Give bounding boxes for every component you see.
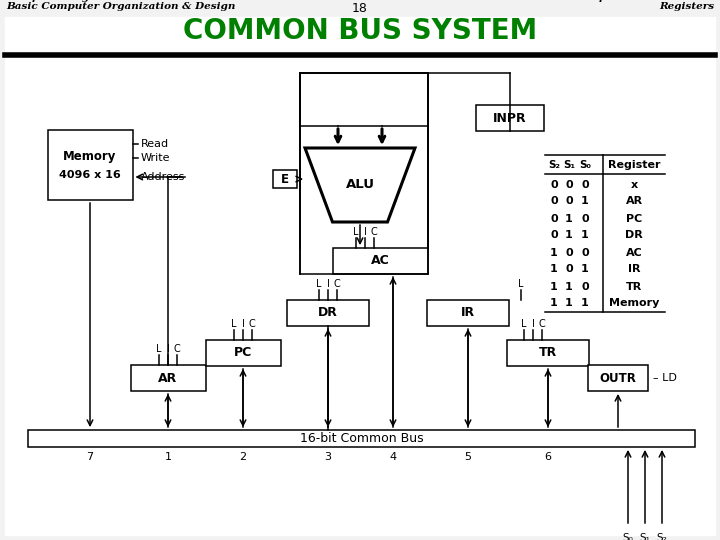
Text: 0: 0	[565, 265, 573, 274]
Text: OUTR: OUTR	[600, 372, 636, 384]
Text: 1: 1	[550, 265, 558, 274]
Text: C: C	[248, 319, 256, 329]
Text: I: I	[242, 319, 244, 329]
Text: 3: 3	[325, 452, 331, 462]
Text: AR: AR	[158, 372, 178, 384]
Text: C: C	[539, 319, 545, 329]
Text: 1: 1	[164, 452, 171, 462]
Text: S₁: S₁	[639, 533, 650, 540]
Text: S₀: S₀	[579, 159, 591, 170]
Bar	[507, 340, 589, 366]
Text: Write: Write	[140, 153, 170, 163]
Text: Address: Address	[140, 172, 185, 182]
Text: Memory: Memory	[609, 299, 660, 308]
Text: x: x	[631, 179, 638, 190]
Text: L: L	[521, 319, 527, 329]
Text: TR: TR	[626, 281, 642, 292]
Text: I: I	[327, 279, 330, 289]
Text: AR: AR	[626, 197, 642, 206]
Text: 1: 1	[581, 299, 589, 308]
Text: S₁: S₁	[563, 159, 575, 170]
Bar	[273, 170, 297, 188]
Text: AC: AC	[371, 254, 390, 267]
Text: I: I	[364, 227, 366, 237]
Text: 0: 0	[581, 179, 589, 190]
Text: 5: 5	[464, 452, 472, 462]
Text: 1: 1	[565, 299, 573, 308]
Text: DR: DR	[318, 307, 338, 320]
Text: C: C	[371, 227, 377, 237]
Text: S₂: S₂	[657, 533, 667, 540]
Text: IR: IR	[628, 265, 640, 274]
Text: Read: Read	[140, 139, 168, 149]
Bar	[205, 340, 281, 366]
Text: Computer Architectures: Computer Architectures	[573, 0, 714, 2]
Text: 1: 1	[565, 231, 573, 240]
Bar	[287, 300, 369, 326]
Text: 0: 0	[581, 213, 589, 224]
Text: Registers: Registers	[659, 2, 714, 11]
Text: 0: 0	[565, 247, 573, 258]
Bar	[28, 430, 695, 447]
Text: DR: DR	[625, 231, 643, 240]
Text: IR: IR	[461, 307, 475, 320]
Text: 18: 18	[352, 2, 368, 15]
Text: S₂: S₂	[548, 159, 560, 170]
Bar	[476, 105, 544, 131]
Text: 0: 0	[581, 247, 589, 258]
Bar	[5, 17, 715, 52]
Text: 1: 1	[581, 231, 589, 240]
Text: 6: 6	[544, 452, 552, 462]
Text: Computer Organization: Computer Organization	[6, 0, 143, 2]
Bar	[130, 365, 205, 391]
Text: 2: 2	[240, 452, 246, 462]
Bar	[5, 55, 715, 535]
Text: 0: 0	[550, 213, 558, 224]
Text: Memory: Memory	[63, 150, 117, 163]
Bar	[588, 365, 648, 391]
Bar	[427, 300, 509, 326]
Text: Register: Register	[608, 159, 660, 170]
Text: 0: 0	[550, 197, 558, 206]
Text: 0: 0	[550, 231, 558, 240]
Text: ALU: ALU	[346, 179, 374, 192]
Text: C: C	[174, 344, 181, 354]
Text: 1: 1	[581, 197, 589, 206]
Text: L: L	[231, 319, 237, 329]
Text: L: L	[354, 227, 359, 237]
Text: I: I	[531, 319, 534, 329]
Bar	[333, 248, 428, 274]
Text: 4096 x 16: 4096 x 16	[59, 171, 121, 180]
Text: 0: 0	[581, 281, 589, 292]
Text: TR: TR	[539, 347, 557, 360]
Text: PC: PC	[626, 213, 642, 224]
Text: L: L	[518, 279, 523, 289]
Text: INPR: INPR	[493, 111, 527, 125]
Text: PC: PC	[234, 347, 252, 360]
Text: 0: 0	[565, 197, 573, 206]
Text: L: L	[316, 279, 322, 289]
Text: 16-bit Common Bus: 16-bit Common Bus	[300, 432, 423, 445]
Text: S₀: S₀	[623, 533, 634, 540]
Text: 0: 0	[565, 179, 573, 190]
Text: L: L	[156, 344, 162, 354]
Text: 1: 1	[550, 247, 558, 258]
Text: COMMON BUS SYSTEM: COMMON BUS SYSTEM	[183, 17, 537, 45]
Text: 1: 1	[550, 281, 558, 292]
Text: – LD: – LD	[653, 373, 677, 383]
Polygon shape	[305, 148, 415, 222]
Text: I: I	[166, 344, 169, 354]
Text: Basic Computer Organization & Design: Basic Computer Organization & Design	[6, 2, 235, 11]
Text: C: C	[333, 279, 341, 289]
Text: 1: 1	[565, 213, 573, 224]
Text: 1: 1	[581, 265, 589, 274]
Text: 1: 1	[565, 281, 573, 292]
Text: 1: 1	[550, 299, 558, 308]
Text: AC: AC	[626, 247, 642, 258]
Text: 4: 4	[390, 452, 397, 462]
Text: 7: 7	[86, 452, 94, 462]
Bar	[48, 130, 132, 200]
Text: 0: 0	[550, 179, 558, 190]
Text: E: E	[281, 173, 289, 186]
